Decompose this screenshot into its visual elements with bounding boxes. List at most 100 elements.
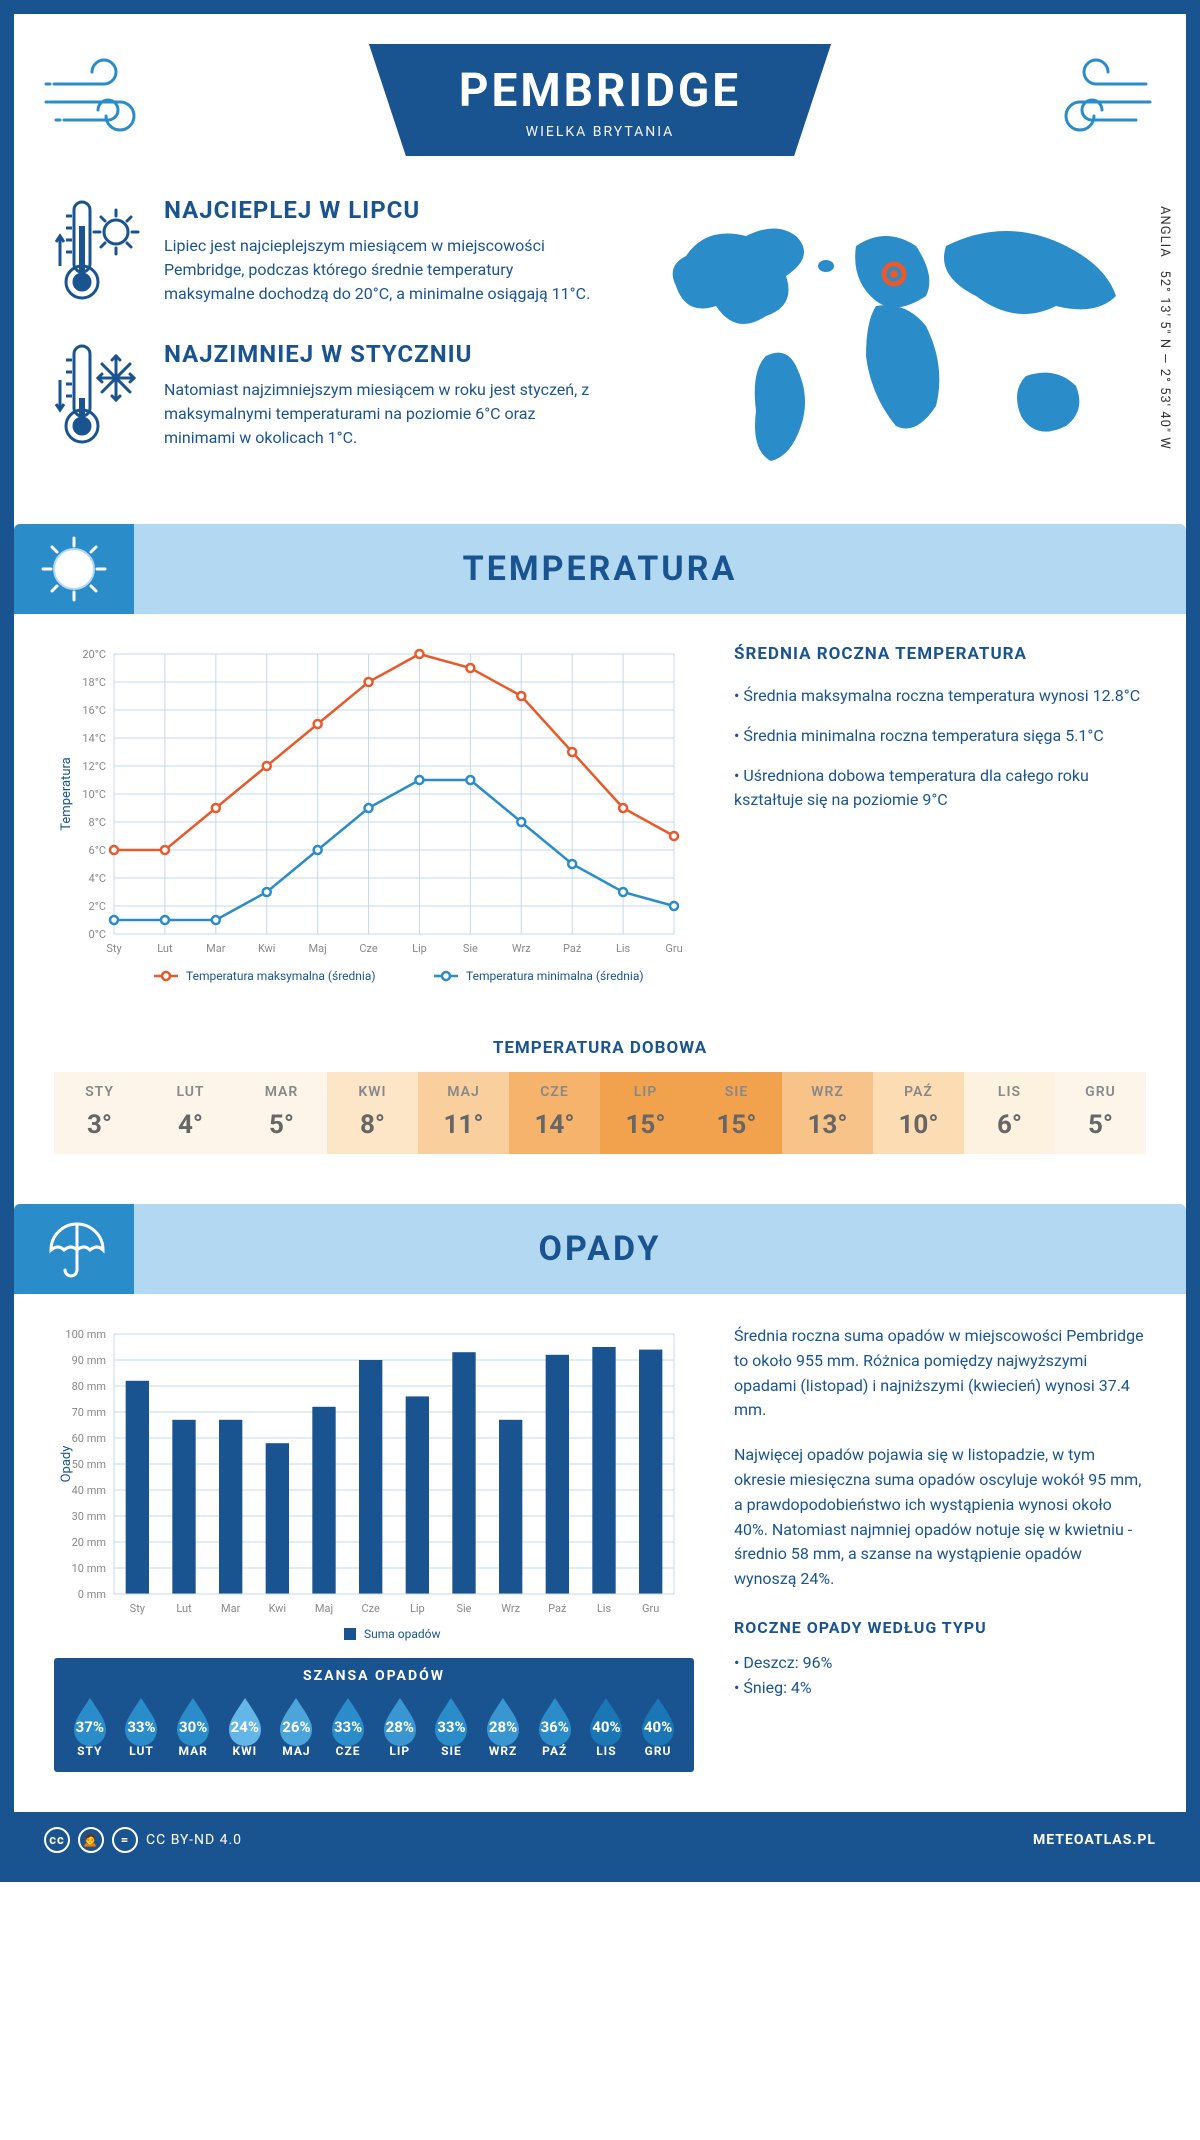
- title-banner: PEMBRIDGE WIELKA BRYTANIA: [369, 44, 831, 156]
- footer: cc 🙍 = CC BY-ND 4.0 METEOATLAS.PL: [14, 1812, 1186, 1868]
- precip-paragraph: Średnia roczna suma opadów w miejscowośc…: [734, 1324, 1146, 1423]
- svg-text:60 mm: 60 mm: [72, 1432, 106, 1445]
- svg-text:Temperatura minimalna (średnia: Temperatura minimalna (średnia): [466, 969, 644, 983]
- svg-text:Paź: Paź: [548, 1602, 567, 1615]
- chance-drop: 33%CZE: [326, 1694, 370, 1758]
- svg-text:Lut: Lut: [157, 942, 173, 955]
- temperature-stats: ŚREDNIA ROCZNA TEMPERATURA • Średnia mak…: [734, 644, 1146, 1008]
- chance-drop: 36%PAŹ: [533, 1694, 577, 1758]
- coordinates: ANGLIA 52° 13' 5" N — 2° 53' 40" W: [1157, 206, 1172, 450]
- intro-row: NAJCIEPLEJ W LIPCU Lipiec jest najcieple…: [54, 196, 1146, 484]
- svg-text:Sie: Sie: [456, 1602, 471, 1615]
- precip-type-item: • Deszcz: 96%: [734, 1651, 1146, 1676]
- svg-text:Lip: Lip: [410, 1602, 425, 1615]
- heatmap-cell: MAR5°: [236, 1072, 327, 1154]
- heatmap-cell: SIE15°: [691, 1072, 782, 1154]
- nd-icon: =: [112, 1827, 138, 1853]
- svg-text:80 mm: 80 mm: [72, 1380, 106, 1393]
- heatmap-cell: LUT4°: [145, 1072, 236, 1154]
- chance-drop: 33%SIE: [429, 1694, 473, 1758]
- svg-text:Gru: Gru: [642, 1602, 659, 1615]
- location-title: PEMBRIDGE: [459, 64, 741, 118]
- heatmap-cell: CZE14°: [509, 1072, 600, 1154]
- section-title: OPADY: [539, 1229, 662, 1269]
- country-subtitle: WIELKA BRYTANIA: [459, 124, 741, 140]
- thermometer-hot-icon: [54, 196, 144, 310]
- svg-text:Opady: Opady: [59, 1446, 74, 1483]
- precip-paragraph: Najwięcej opadów pojawia się w listopadz…: [734, 1443, 1146, 1592]
- svg-text:Sty: Sty: [106, 942, 122, 955]
- svg-text:16°C: 16°C: [82, 704, 106, 717]
- facts-column: NAJCIEPLEJ W LIPCU Lipiec jest najcieple…: [54, 196, 606, 484]
- chance-drop: 28%LIP: [378, 1694, 422, 1758]
- svg-text:2°C: 2°C: [89, 900, 106, 913]
- chance-drop: 40%LIS: [584, 1694, 628, 1758]
- heatmap-cell: PAŹ10°: [873, 1072, 964, 1154]
- chance-drop: 28%WRZ: [481, 1694, 525, 1758]
- stat-item: • Średnia maksymalna roczna temperatura …: [734, 684, 1146, 708]
- chance-drop: 24%KWI: [223, 1694, 267, 1758]
- svg-text:Temperatura maksymalna (średni: Temperatura maksymalna (średnia): [186, 969, 376, 983]
- daily-temp-heatmap: STY3°LUT4°MAR5°KWI8°MAJ11°CZE14°LIP15°SI…: [54, 1072, 1146, 1154]
- svg-text:90 mm: 90 mm: [72, 1354, 106, 1367]
- fact-hottest: NAJCIEPLEJ W LIPCU Lipiec jest najcieple…: [54, 196, 606, 310]
- heatmap-cell: GRU5°: [1055, 1072, 1146, 1154]
- license: cc 🙍 = CC BY-ND 4.0: [44, 1827, 242, 1853]
- precipitation-chance-strip: SZANSA OPADÓW 37%STY33%LUT30%MAR24%KWI26…: [54, 1658, 694, 1772]
- svg-text:Kwi: Kwi: [258, 942, 276, 955]
- heatmap-cell: KWI8°: [327, 1072, 418, 1154]
- heatmap-cell: LIP15°: [600, 1072, 691, 1154]
- world-map: ANGLIA 52° 13' 5" N — 2° 53' 40" W: [646, 196, 1146, 484]
- chance-drop: 26%MAJ: [274, 1694, 318, 1758]
- heatmap-cell: STY3°: [54, 1072, 145, 1154]
- svg-text:Lis: Lis: [616, 942, 631, 955]
- svg-text:Suma opadów: Suma opadów: [364, 1627, 441, 1641]
- svg-text:Lut: Lut: [176, 1602, 192, 1615]
- svg-text:Mar: Mar: [221, 1602, 241, 1615]
- svg-text:Sie: Sie: [463, 942, 478, 955]
- svg-text:Temperatura: Temperatura: [59, 757, 74, 830]
- svg-text:14°C: 14°C: [82, 732, 106, 745]
- site-name: METEOATLAS.PL: [1033, 1832, 1156, 1848]
- daily-temp-title: TEMPERATURA DOBOWA: [54, 1038, 1146, 1058]
- license-text: CC BY-ND 4.0: [146, 1832, 242, 1848]
- svg-text:Sty: Sty: [130, 1602, 146, 1615]
- heatmap-cell: WRZ13°: [782, 1072, 873, 1154]
- stat-item: • Średnia minimalna roczna temperatura s…: [734, 724, 1146, 748]
- chance-drop: 37%STY: [68, 1694, 112, 1758]
- header: PEMBRIDGE WIELKA BRYTANIA: [54, 44, 1146, 156]
- svg-text:18°C: 18°C: [82, 676, 106, 689]
- chance-drop: 33%LUT: [119, 1694, 163, 1758]
- svg-text:6°C: 6°C: [89, 844, 106, 857]
- svg-text:Wrz: Wrz: [512, 942, 531, 955]
- chance-drop: 40%GRU: [636, 1694, 680, 1758]
- svg-text:100 mm: 100 mm: [65, 1328, 106, 1341]
- cc-icon: cc: [44, 1827, 70, 1853]
- precipitation-bar-chart: 0 mm10 mm20 mm30 mm40 mm50 mm60 mm70 mm8…: [54, 1324, 694, 1772]
- chance-drop: 30%MAR: [171, 1694, 215, 1758]
- svg-text:Maj: Maj: [309, 942, 327, 955]
- wind-icon: [1026, 54, 1156, 148]
- svg-text:0 mm: 0 mm: [78, 1588, 106, 1601]
- svg-text:40 mm: 40 mm: [72, 1484, 106, 1497]
- heatmap-cell: MAJ11°: [418, 1072, 509, 1154]
- section-title: TEMPERATURA: [463, 549, 738, 589]
- fact-coldest: NAJZIMNIEJ W STYCZNIU Natomiast najzimni…: [54, 340, 606, 454]
- svg-text:Cze: Cze: [361, 1602, 380, 1615]
- svg-text:0°C: 0°C: [89, 928, 106, 941]
- svg-text:Kwi: Kwi: [269, 1602, 287, 1615]
- heatmap-cell: LIS6°: [964, 1072, 1055, 1154]
- svg-text:10°C: 10°C: [82, 788, 106, 801]
- svg-text:30 mm: 30 mm: [72, 1510, 106, 1523]
- svg-text:70 mm: 70 mm: [72, 1406, 106, 1419]
- wind-icon: [44, 54, 174, 148]
- fact-body: Lipiec jest najcieplejszym miesiącem w m…: [164, 234, 606, 306]
- chance-title: SZANSA OPADÓW: [64, 1668, 684, 1684]
- svg-text:Cze: Cze: [359, 942, 378, 955]
- svg-text:Wrz: Wrz: [501, 1602, 520, 1615]
- infographic-frame: PEMBRIDGE WIELKA BRYTANIA: [0, 0, 1200, 1882]
- svg-text:Gru: Gru: [665, 942, 682, 955]
- precip-type-item: • Śnieg: 4%: [734, 1676, 1146, 1701]
- svg-text:4°C: 4°C: [89, 872, 106, 885]
- by-icon: 🙍: [78, 1827, 104, 1853]
